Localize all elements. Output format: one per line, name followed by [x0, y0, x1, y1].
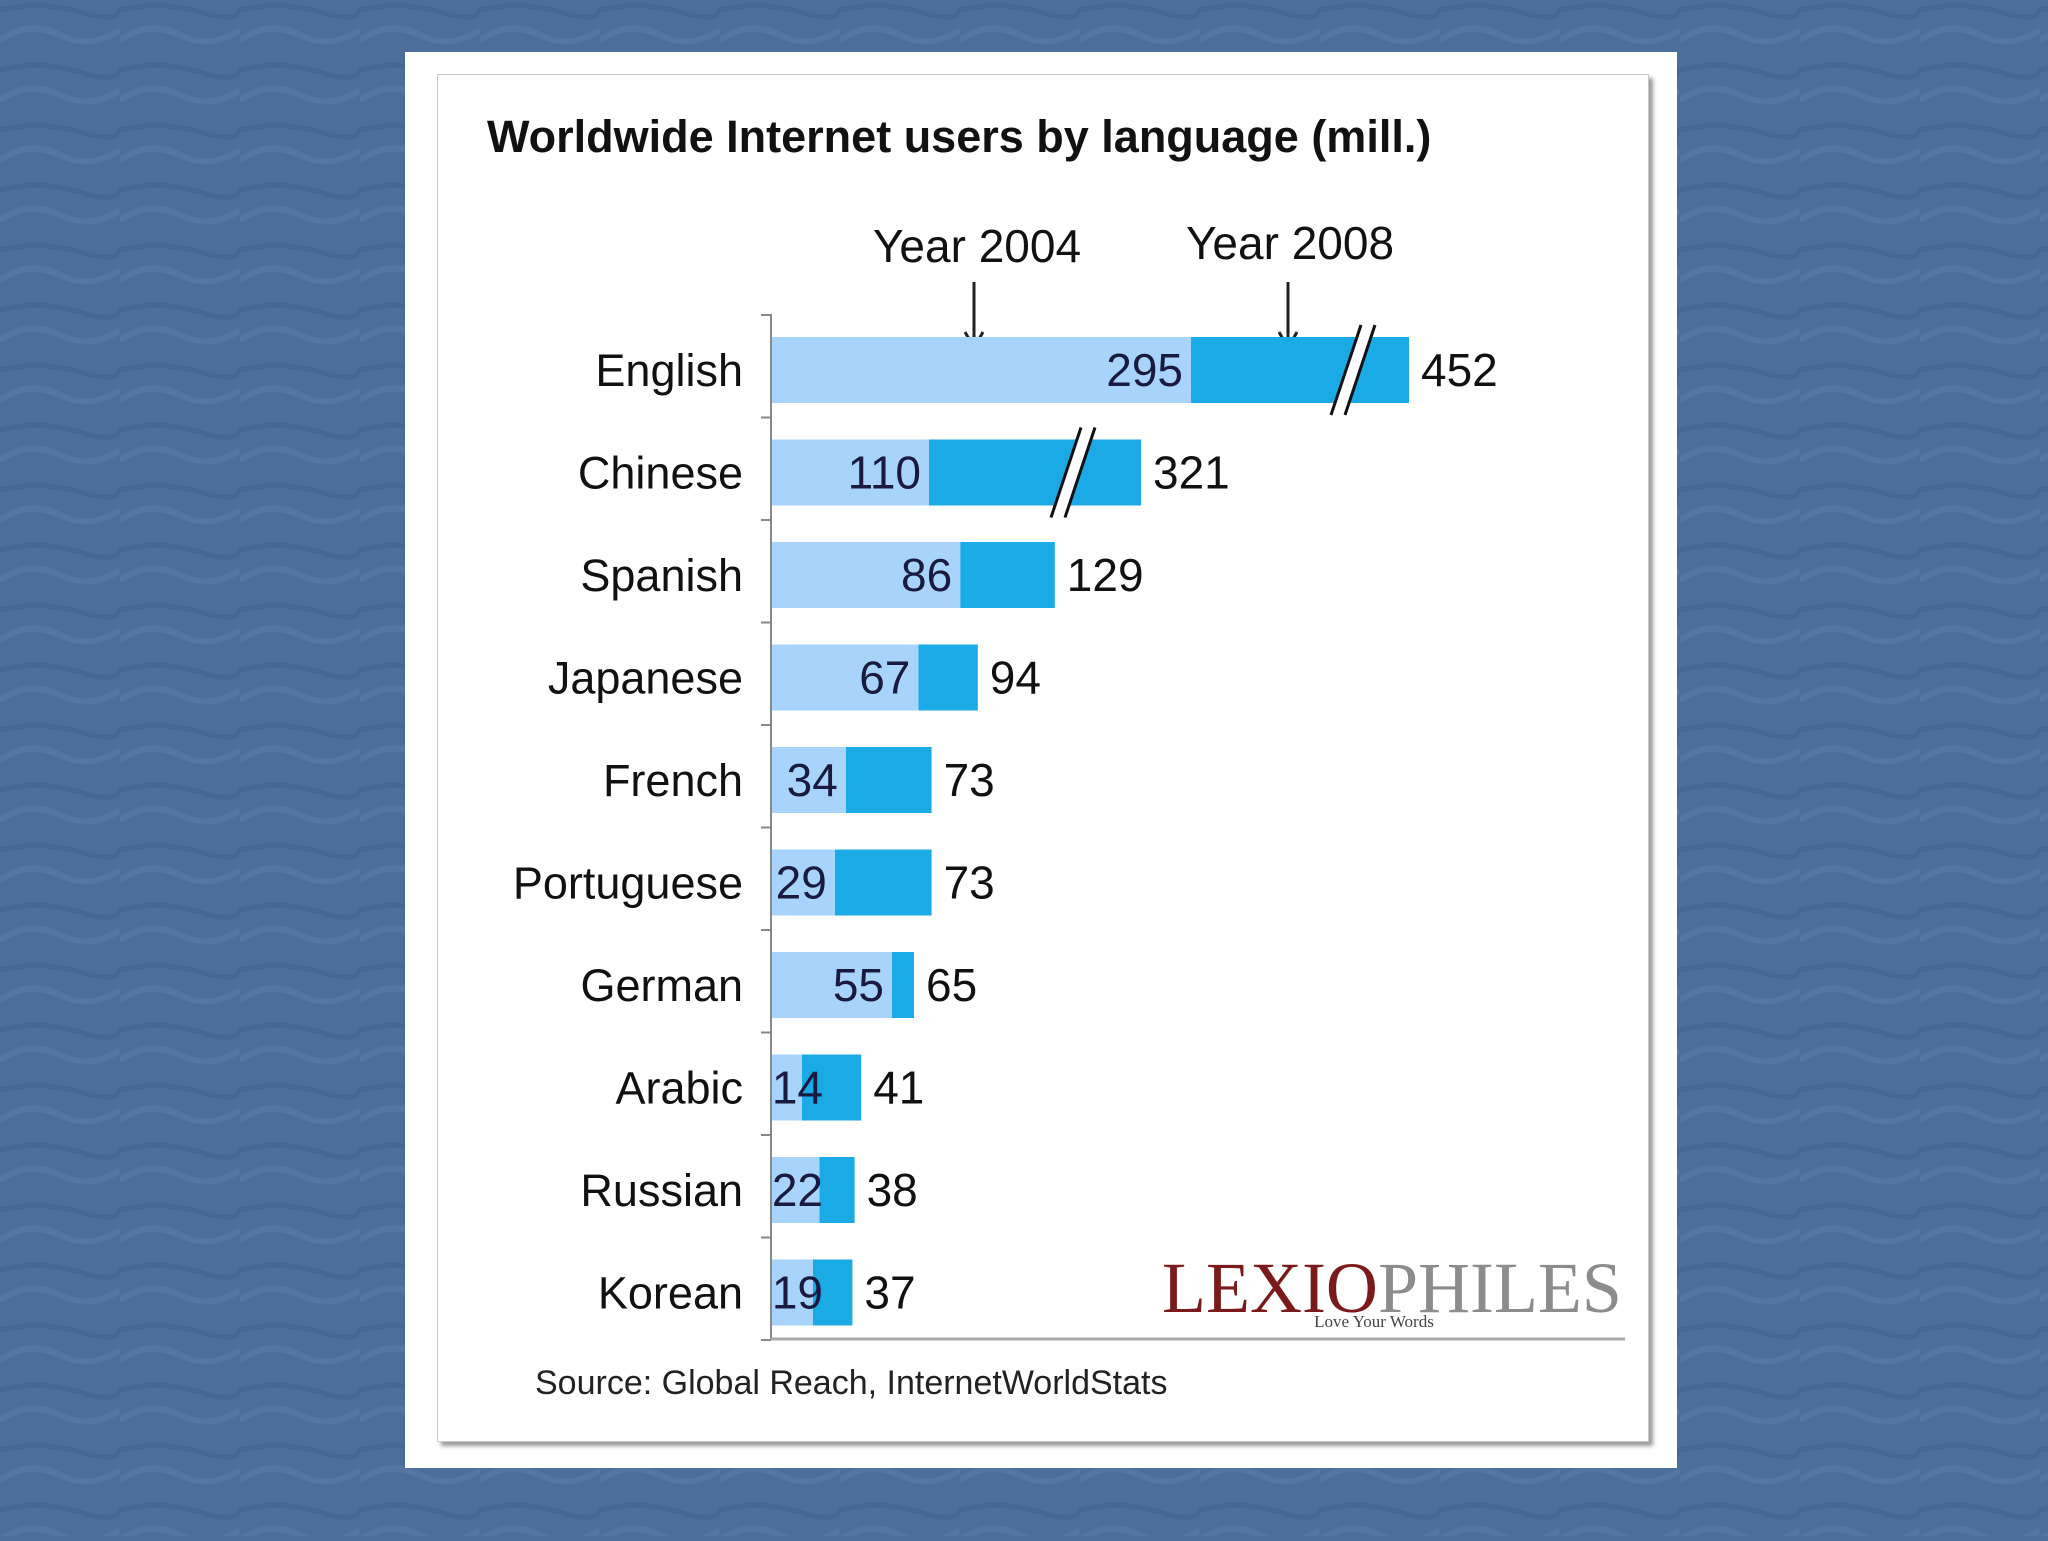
- axis-break-english: [1329, 324, 1377, 416]
- axis-break-line: [1343, 324, 1377, 416]
- bar-2004-portuguese: [771, 849, 835, 916]
- chart-frame: [437, 74, 1649, 1442]
- value-2008-arabic: 41: [873, 1062, 924, 1114]
- bar-2004-korean: [771, 1259, 813, 1326]
- value-2004-english: 295: [1106, 344, 1183, 396]
- annotation-year-2008: Year 2008: [1186, 217, 1394, 269]
- value-2004-arabic: 14: [772, 1062, 823, 1114]
- logo-part-1: LEXIO: [1162, 1248, 1378, 1328]
- value-2008-german: 65: [926, 959, 977, 1011]
- y-axis-ticks: [761, 314, 771, 1341]
- axis-break-line: [1063, 427, 1097, 518]
- value-2004-chinese: 110: [848, 447, 921, 499]
- bar-chart: Worldwide Internet users by language (mi…: [487, 111, 1625, 1402]
- bar-2008-german: [892, 952, 914, 1018]
- category-label-japanese: Japanese: [548, 653, 743, 704]
- bar-2008-russian: [819, 1157, 855, 1223]
- value-2008-french: 73: [944, 754, 995, 806]
- logo-part-2: PHILES: [1378, 1248, 1622, 1328]
- category-label-chinese: Chinese: [578, 448, 743, 499]
- bars-layer: [771, 324, 1409, 1326]
- axis-break-gap: [1051, 427, 1095, 518]
- source-note: Source: Global Reach, InternetWorldStats: [535, 1364, 1167, 1402]
- bar-2004-spanish: [771, 542, 961, 608]
- value-2004-german: 55: [833, 959, 884, 1011]
- value-2004-russian: 22: [772, 1164, 823, 1216]
- value-2008-english: 452: [1421, 344, 1498, 396]
- chart-card: Worldwide Internet users by language (mi…: [405, 52, 1677, 1468]
- bar-2008-chinese: [929, 439, 1141, 506]
- category-label-portuguese: Portuguese: [513, 858, 743, 909]
- axis-break-gap: [1331, 325, 1375, 415]
- bar-2008-spanish: [960, 542, 1055, 608]
- value-2008-japanese: 94: [990, 652, 1041, 704]
- value-2004-japanese: 67: [859, 652, 910, 704]
- category-label-french: French: [603, 755, 743, 806]
- bar-2008-japanese: [918, 644, 978, 711]
- bar-2004-russian: [771, 1157, 820, 1223]
- annotation-year-2004: Year 2004: [873, 220, 1081, 272]
- value-2008-korean: 37: [864, 1267, 915, 1319]
- value-2004-spanish: 86: [901, 549, 952, 601]
- bar-2004-japanese: [771, 644, 919, 711]
- value-2004-portuguese: 29: [776, 857, 827, 909]
- category-label-korean: Korean: [598, 1268, 743, 1319]
- value-2008-spanish: 129: [1067, 549, 1144, 601]
- bar-2008-arabic: [801, 1054, 862, 1121]
- bar-2008-korean: [812, 1259, 853, 1326]
- axis-break-chinese: [1049, 427, 1097, 518]
- bar-2004-english: [771, 337, 1191, 403]
- bar-2004-arabic: [771, 1054, 802, 1121]
- category-label-russian: Russian: [580, 1165, 743, 1216]
- category-label-german: German: [580, 960, 743, 1011]
- axis-break-line: [1329, 324, 1363, 416]
- bar-2008-english: [1191, 337, 1409, 403]
- chart-title: Worldwide Internet users by language (mi…: [487, 111, 1431, 162]
- logo-wordmark: LEXIOPHILES: [1162, 1248, 1622, 1328]
- axis-break-line: [1049, 427, 1083, 518]
- value-2008-portuguese: 73: [944, 857, 995, 909]
- bar-2004-german: [771, 952, 892, 1018]
- bar-2008-portuguese: [834, 849, 932, 916]
- category-label-arabic: Arabic: [615, 1063, 743, 1114]
- value-2008-russian: 38: [867, 1164, 918, 1216]
- bar-2004-chinese: [771, 439, 929, 506]
- logo-tagline: Love Your Words: [1314, 1312, 1434, 1331]
- bar-2008-french: [845, 747, 932, 813]
- labels-layer: English 295 452 Chinese 110 321 Spanish 86 129 Ja…: [513, 344, 1498, 1319]
- lexiophiles-logo: LEXIOPHILES Love Your Words: [1162, 1248, 1622, 1331]
- value-2004-french: 34: [787, 754, 838, 806]
- category-label-english: English: [595, 345, 743, 396]
- value-2004-korean: 19: [772, 1267, 823, 1319]
- value-2008-chinese: 321: [1153, 447, 1230, 499]
- bar-2004-french: [771, 747, 846, 813]
- category-label-spanish: Spanish: [580, 550, 743, 601]
